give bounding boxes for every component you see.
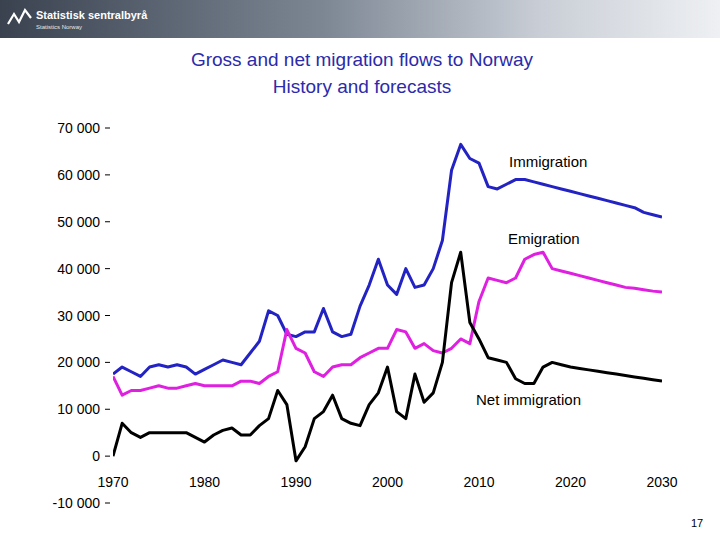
title: Gross and net migration flows to Norway [191,49,534,70]
x-tick-label: 1990 [280,474,311,490]
y-tick-label: 50 000 [57,214,100,230]
y-tick-label: 60 000 [57,167,100,183]
y-tick [105,503,110,504]
y-tick-label: 70 000 [57,120,100,136]
series-lines [113,144,662,460]
subtitle: History and forecasts [273,76,451,97]
slide: Statistisk sentralbyrå Statistics Norway G… [0,0,720,540]
page-number: 17 [691,517,703,529]
x-tick-label: 2000 [372,474,403,490]
y-tick [105,268,110,269]
series-line [113,144,662,376]
y-tick-label: 10 000 [57,401,100,417]
logo-text: Statistisk sentralbyrå [36,9,148,21]
series-label: Emigration [508,230,580,247]
series-label: Net immigration [476,391,581,408]
y-tick [105,456,110,457]
y-tick-label: 0 [92,448,100,464]
x-tick-label: 1970 [97,474,128,490]
y-tick-label: 40 000 [57,261,100,277]
y-tick [105,409,110,410]
y-tick [105,315,110,316]
series-label: Immigration [509,153,587,170]
y-tick [105,362,110,363]
y-tick [105,174,110,175]
series-line [113,252,662,461]
x-tick-label: 1980 [189,474,220,490]
x-axis: 1970 1980 1990 2000 2010 2020 2030 [97,474,677,490]
y-tick [105,221,110,222]
background [0,0,720,540]
y-tick-label: 20 000 [57,354,100,370]
x-tick-label: 2030 [646,474,677,490]
header-band [0,0,720,38]
y-axis: -10 000 0 10 000 20 000 30 000 40 000 50 000 60… [53,120,110,511]
x-tick-label: 2010 [463,474,494,490]
y-tick-label: 30 000 [57,308,100,324]
logo-icon [8,10,31,24]
y-tick-label: -10 000 [53,495,101,511]
x-tick-label: 2020 [555,474,586,490]
series-labels: Immigration Emigration Net immigration [476,153,587,408]
logo-subtitle: Statistics Norway [36,24,82,30]
y-tick [105,128,110,129]
